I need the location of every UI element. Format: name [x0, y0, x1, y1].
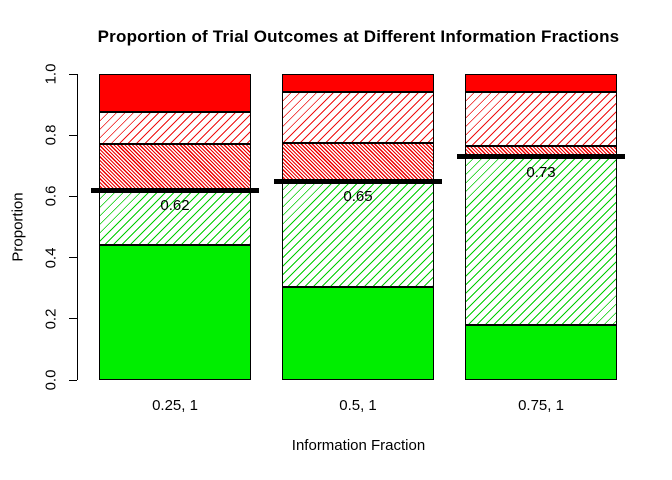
threshold-line — [91, 187, 259, 193]
x-category-label: 0.75, 1 — [518, 397, 564, 414]
y-tick — [69, 257, 77, 259]
solid-green-segment — [99, 245, 251, 380]
dense-red-hatched-segment — [99, 144, 251, 191]
green-hatched-segment — [465, 156, 617, 325]
solid-green-segment — [465, 324, 617, 380]
dense-red-hatched-segment — [282, 142, 434, 182]
threshold-value-label: 0.65 — [343, 188, 373, 206]
y-tick — [69, 134, 77, 136]
y-tick-label: 1.0 — [42, 63, 60, 85]
green-hatched-segment — [282, 181, 434, 287]
red-hatched-segment — [282, 92, 434, 143]
y-tick — [69, 73, 77, 75]
red-hatched-segment — [465, 92, 617, 146]
y-tick-label: 0.8 — [42, 124, 60, 146]
solid-green-segment — [282, 286, 434, 380]
y-tick-label: 0.0 — [42, 369, 60, 391]
y-axis-title: Proportion — [9, 192, 27, 262]
solid-red-segment — [282, 74, 434, 93]
bar-group-0-5-1: 0.65 — [274, 74, 442, 380]
threshold-value-label: 0.73 — [526, 163, 556, 181]
solid-red-segment — [99, 74, 251, 113]
x-category-label: 0.25, 1 — [152, 397, 198, 414]
red-hatched-segment — [99, 112, 251, 145]
y-tick — [69, 379, 77, 381]
y-axis-line — [77, 74, 78, 380]
x-axis-title: Information Fraction — [291, 437, 426, 454]
solid-red-segment — [465, 74, 617, 93]
chart-title: Proportion of Trial Outcomes at Differen… — [97, 27, 620, 46]
threshold-line — [274, 178, 442, 184]
y-tick-label: 0.2 — [42, 308, 60, 330]
bar-group-0-25-1: 0.62 — [91, 74, 259, 380]
y-tick — [69, 318, 77, 320]
y-tick — [69, 195, 77, 197]
y-tick-label: 0.4 — [42, 247, 60, 269]
threshold-line — [457, 154, 625, 160]
x-category-label: 0.5, 1 — [339, 397, 377, 414]
y-tick-label: 0.6 — [42, 185, 60, 207]
threshold-value-label: 0.62 — [160, 197, 190, 215]
bar-group-0-75-1: 0.73 — [457, 74, 625, 380]
